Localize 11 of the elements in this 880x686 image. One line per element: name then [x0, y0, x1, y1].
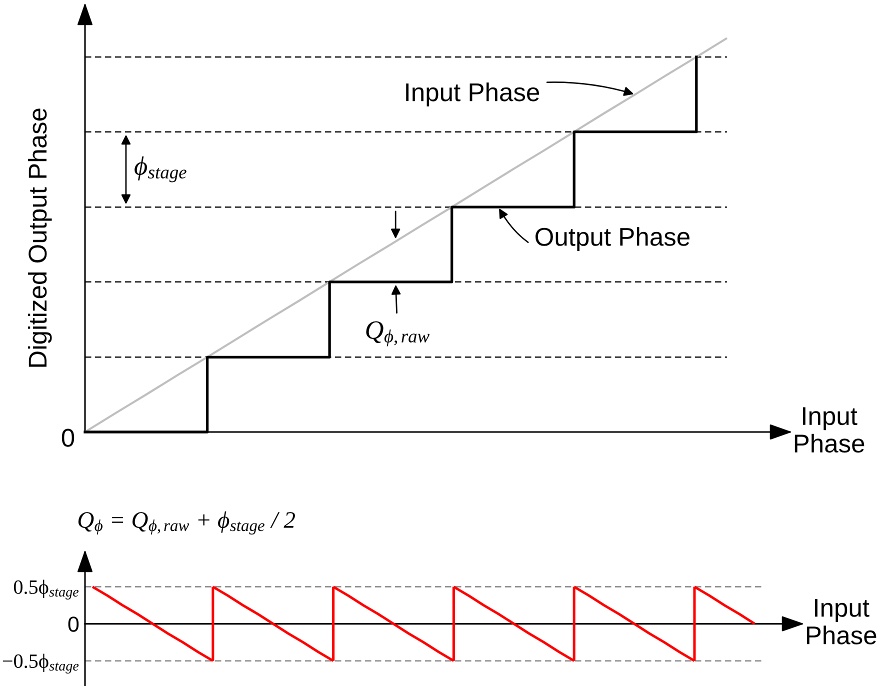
x-axis-title: Input Phase	[806, 599, 876, 644]
x-axis-title: Input Phase	[794, 407, 864, 453]
y-tick-label: −0.5ϕ$_{stage}$	[2, 654, 79, 674]
annotation: Q$_{ϕ,raw}$	[366, 321, 430, 346]
annotation: ϕ$_{stage}$	[134, 156, 186, 182]
y-tick-label: 0	[68, 616, 79, 632]
y-axis-title: Q$_{ϕ}$ = Q$_{ϕ,raw}$ + ϕ$_{stage}$ / 2	[78, 511, 295, 535]
y-tick-label: 0.5ϕ$_{stage}$	[14, 580, 79, 600]
series-label: Input Phase	[406, 82, 540, 106]
y-axis-title: Digitized Output Phase	[28, 108, 52, 367]
legend-label: Output Phase	[536, 227, 690, 251]
